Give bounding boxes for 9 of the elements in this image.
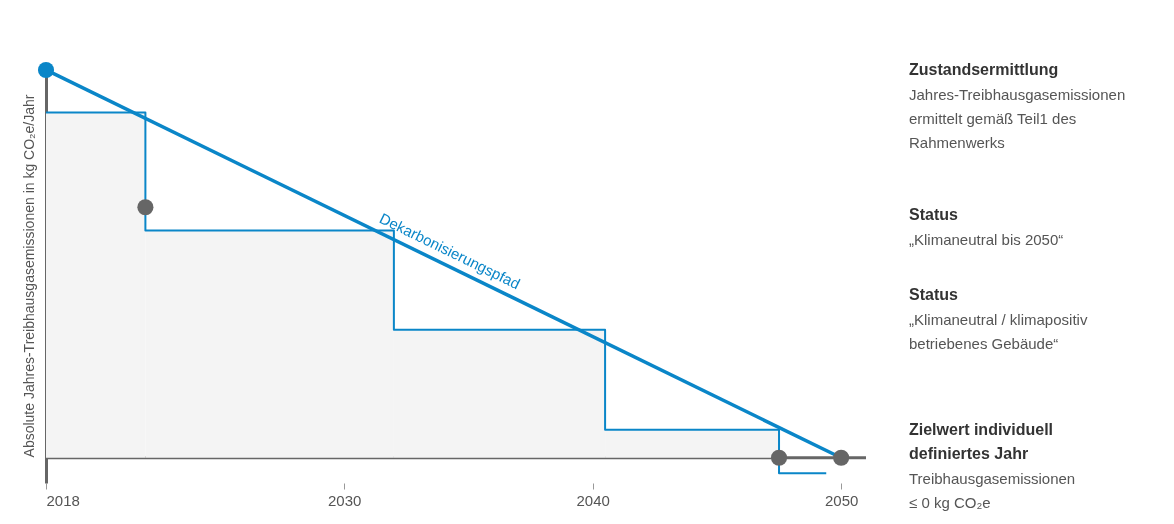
x-tick-label: 2018 (46, 491, 80, 509)
x-tick-label: 2030 (327, 491, 362, 509)
text: Status „Klimaneutral / klimapositiv betriebenes Gebäude“ (909, 286, 1088, 352)
text: Status „Klimaneutral bis 2050“ (909, 206, 1064, 248)
y-axis-title: Absolute Jahres-Treibhausgasemissionen in kg CO₂e/Jahr (20, 94, 37, 458)
text: Zustandsermittlung Jahres-Treibhausgasemissionen ermittelt gemäß Teil1 des Rahmenwerks (909, 61, 1126, 151)
x-tick-label: 2050 (824, 491, 859, 509)
text: Zielwert individuell definiertes Jahr Treibhausgasemissionen ≤ 0 kg CO₂e (909, 421, 1076, 511)
x-tick-label: 2040 (576, 491, 610, 509)
